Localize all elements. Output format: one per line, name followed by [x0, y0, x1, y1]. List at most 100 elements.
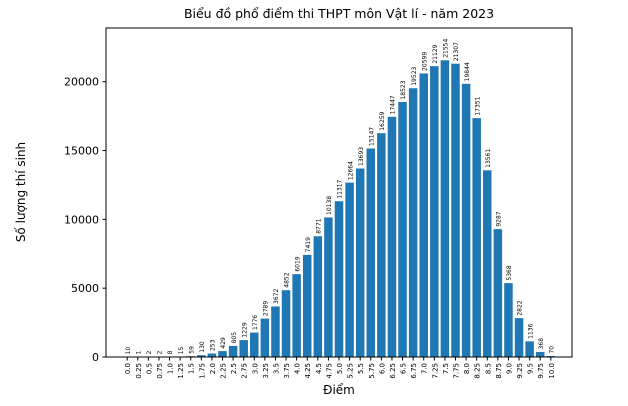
x-tick-label: 5.25 — [347, 363, 355, 379]
x-tick-label: 5.75 — [368, 363, 376, 379]
y-tick-label: 20000 — [64, 76, 99, 89]
x-tick-label: 2.25 — [220, 363, 228, 379]
bar-value-label: 16259 — [379, 111, 386, 130]
bar-value-label: 19523 — [411, 66, 418, 85]
bar-value-label: 368 — [538, 338, 545, 350]
x-tick-label: 7.5 — [442, 363, 450, 374]
bar-value-label: 11317 — [337, 179, 344, 198]
bar-value-label: 15 — [178, 346, 185, 354]
x-tick-label: 0.0 — [124, 363, 132, 374]
bar-value-label: 2 — [157, 350, 164, 354]
bar — [419, 73, 428, 357]
x-tick-label: 1.0 — [167, 363, 175, 374]
bar-value-label: 253 — [210, 339, 217, 351]
x-tick-label: 6.0 — [378, 363, 386, 374]
bar — [430, 66, 439, 358]
x-tick-label: 4.0 — [294, 363, 302, 374]
bar-value-label: 1776 — [252, 315, 259, 330]
bar — [239, 340, 248, 357]
bar-value-label: 8 — [167, 350, 174, 354]
x-tick-label: 6.75 — [410, 363, 418, 379]
bar-value-label: 13693 — [358, 147, 365, 166]
bar-value-label: 2789 — [263, 301, 270, 316]
x-tick-label: 9.75 — [537, 363, 545, 379]
bar — [366, 148, 376, 357]
bar-value-label: 21307 — [453, 42, 460, 61]
y-tick-label: 5000 — [71, 282, 99, 295]
bar — [440, 60, 450, 357]
bar — [281, 290, 291, 357]
bar — [483, 170, 492, 357]
x-tick-label: 4.75 — [325, 363, 333, 379]
x-tick-label: 2.0 — [209, 363, 217, 374]
x-tick-label: 4.25 — [304, 363, 312, 379]
bar-value-label: 5368 — [506, 265, 513, 280]
bar — [525, 341, 534, 357]
bar-value-label: 1136 — [527, 323, 534, 338]
x-tick-label: 6.5 — [400, 363, 408, 374]
x-tick-label: 7.25 — [431, 363, 439, 379]
bar — [260, 318, 270, 357]
x-tick-label: 8.5 — [484, 363, 492, 374]
bar-value-label: 20599 — [421, 52, 428, 71]
x-tick-label: 9.25 — [516, 363, 524, 379]
bar — [514, 318, 524, 357]
x-tick-label: 2.5 — [230, 363, 238, 374]
x-tick-label: 10.0 — [548, 363, 556, 379]
x-tick-label: 3.5 — [272, 363, 280, 374]
x-tick-label: 5.5 — [357, 363, 365, 374]
bar — [398, 102, 407, 357]
bar — [228, 345, 238, 357]
bar-value-label: 9287 — [496, 211, 503, 226]
x-tick-label: 2.75 — [241, 363, 249, 379]
bar-value-label: 1229 — [241, 322, 248, 337]
bar — [271, 306, 280, 357]
x-tick-label: 6.25 — [389, 363, 397, 379]
bar — [387, 116, 397, 357]
x-tick-label: 1.25 — [177, 363, 185, 379]
y-tick-label: 0 — [92, 351, 99, 364]
x-tick-label: 3.25 — [262, 363, 270, 379]
bar-value-label: 59 — [188, 346, 195, 354]
bar-value-label: 3672 — [273, 289, 280, 304]
x-tick-label: 8.75 — [495, 363, 503, 379]
bar-value-label: 1 — [135, 350, 142, 354]
bar-value-label: 12664 — [347, 161, 354, 180]
bar-value-label: 8771 — [316, 218, 323, 233]
bar-value-label: 21554 — [443, 39, 450, 58]
x-tick-label: 5.0 — [336, 363, 344, 374]
x-tick-label: 9.0 — [505, 363, 513, 374]
bar-value-label: 70 — [549, 346, 556, 354]
bar — [197, 355, 206, 357]
x-tick-label: 3.0 — [251, 363, 259, 374]
bar — [377, 133, 386, 357]
bar-value-label: 130 — [199, 341, 206, 353]
bar — [207, 353, 217, 357]
bar-value-label: 7419 — [305, 237, 312, 252]
bar-value-label: 6019 — [294, 256, 301, 271]
x-tick-label: 1.75 — [198, 363, 206, 379]
bar — [324, 217, 333, 357]
bar — [218, 351, 227, 357]
bar — [493, 229, 503, 357]
bar-value-label: 2 — [146, 350, 153, 354]
x-tick-label: 3.75 — [283, 363, 291, 379]
y-tick-label: 10000 — [64, 213, 99, 226]
bar — [535, 351, 545, 357]
plot-border — [105, 27, 573, 358]
bar-value-label: 17447 — [390, 95, 397, 114]
bar-value-label: 18523 — [400, 80, 407, 99]
x-tick-label: 0.25 — [135, 363, 143, 379]
bar-value-label: 15147 — [368, 127, 375, 146]
bar — [472, 118, 481, 357]
bar — [504, 283, 513, 357]
chart-title: Biểu đồ phổ điểm thi THPT môn Vật lí - n… — [183, 6, 495, 21]
bar-value-label: 21129 — [432, 44, 439, 63]
bar-value-label: 19844 — [464, 62, 471, 81]
x-tick-label: 1.5 — [188, 363, 196, 374]
x-tick-label: 0.5 — [145, 363, 153, 374]
bar — [313, 236, 323, 357]
bar — [451, 63, 460, 358]
bar-value-label: 429 — [220, 337, 227, 349]
